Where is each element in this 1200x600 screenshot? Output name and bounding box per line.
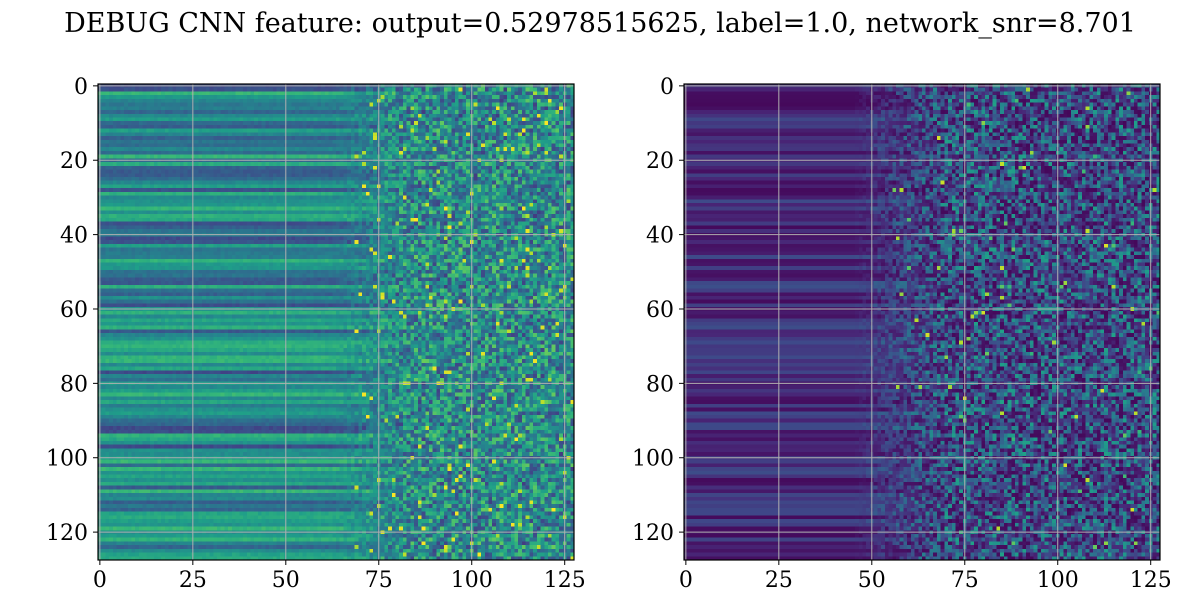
x-tick-label: 25 bbox=[179, 568, 207, 593]
y-tick-label: 100 bbox=[46, 447, 88, 472]
x-tick-label: 25 bbox=[765, 568, 793, 593]
y-tick-label: 40 bbox=[60, 224, 88, 249]
heatmap-image-left bbox=[98, 84, 574, 560]
y-tick-label: 0 bbox=[660, 75, 674, 100]
x-tick-label: 0 bbox=[679, 568, 693, 593]
y-tick-label: 60 bbox=[60, 298, 88, 323]
x-tick-label: 100 bbox=[451, 568, 493, 593]
y-tick-label: 20 bbox=[60, 149, 88, 174]
x-tick-label: 0 bbox=[93, 568, 107, 593]
y-tick-label: 120 bbox=[632, 521, 674, 546]
x-tick-label: 50 bbox=[858, 568, 886, 593]
y-tick-label: 120 bbox=[46, 521, 88, 546]
x-tick-label: 50 bbox=[272, 568, 300, 593]
x-tick-label: 125 bbox=[544, 568, 586, 593]
x-tick-label: 125 bbox=[1130, 568, 1172, 593]
y-tick-label: 80 bbox=[60, 372, 88, 397]
y-tick-label: 0 bbox=[74, 75, 88, 100]
heatmap-panel-right: 0 25 50 75 100 125 0 20 40 60 80 100 120 bbox=[632, 75, 1172, 593]
y-tick-label: 100 bbox=[632, 447, 674, 472]
y-tick-label: 20 bbox=[646, 149, 674, 174]
y-tick-label: 40 bbox=[646, 224, 674, 249]
heatmap-image-right bbox=[684, 84, 1160, 560]
x-tick-label: 100 bbox=[1037, 568, 1079, 593]
y-tick-label: 60 bbox=[646, 298, 674, 323]
x-tick-label: 75 bbox=[365, 568, 393, 593]
x-tick-label: 75 bbox=[951, 568, 979, 593]
y-tick-label: 80 bbox=[646, 372, 674, 397]
heatmap-panel-left: 0 25 50 75 100 125 0 20 40 60 80 100 120 bbox=[46, 75, 586, 593]
